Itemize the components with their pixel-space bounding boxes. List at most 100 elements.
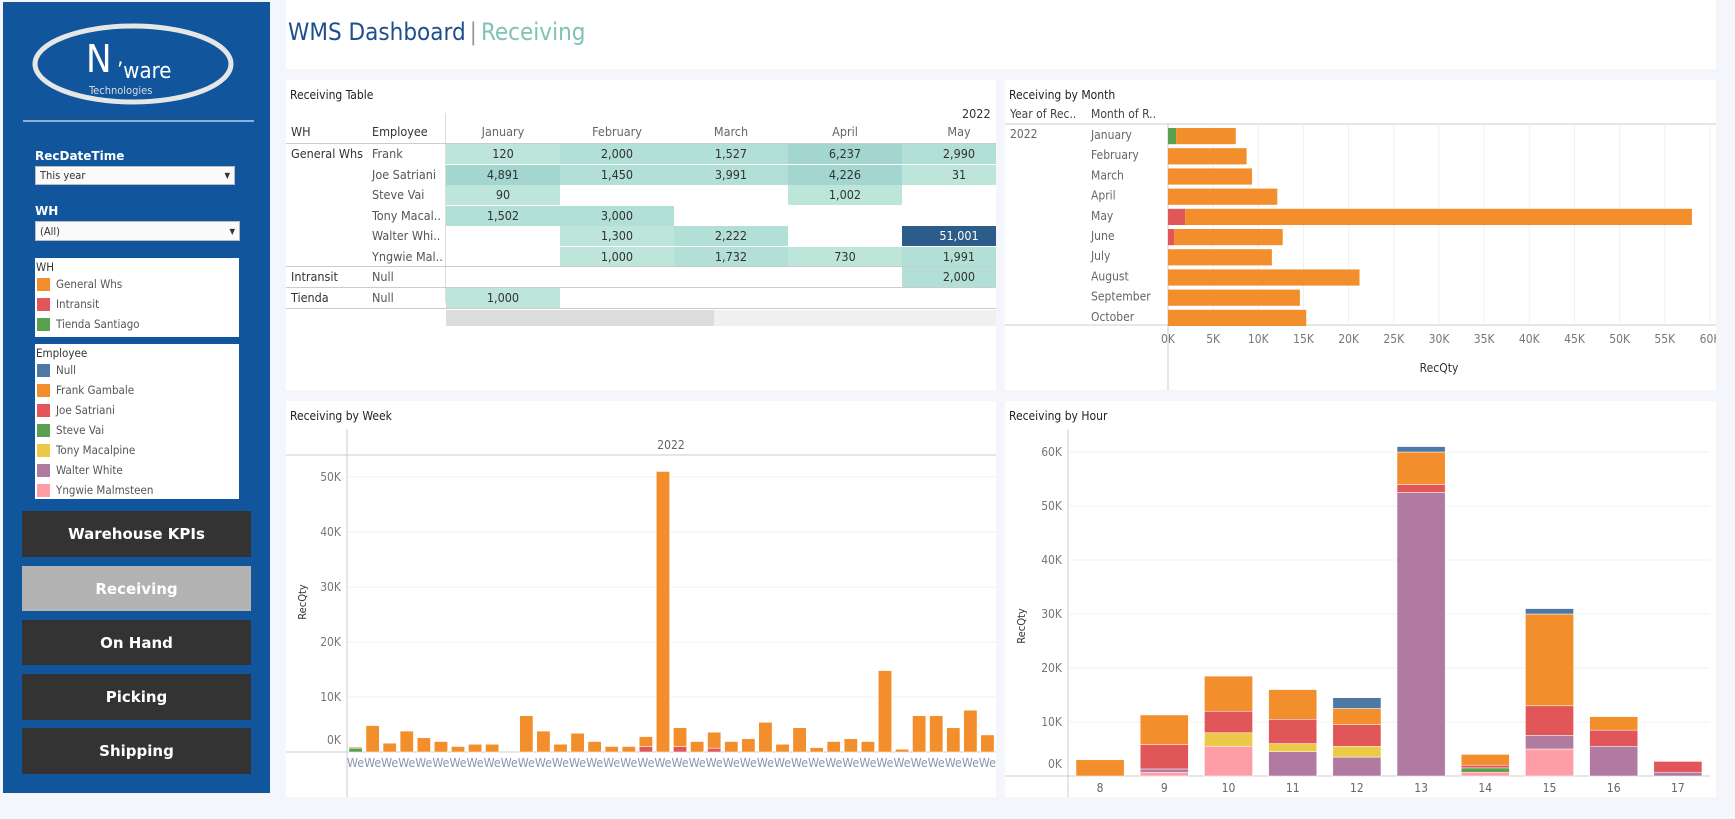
horizontal-scrollbar-thumb[interactable] [446,310,714,326]
table-cell[interactable]: 2,222 [674,226,788,246]
bar-segment[interactable] [399,730,414,753]
legend-item[interactable]: Frank Gambale [35,380,239,400]
bar-segment[interactable] [1653,771,1703,777]
bar-segment[interactable] [1268,719,1318,744]
bar-segment[interactable] [1075,759,1125,777]
table-cell[interactable]: 1,000 [560,246,674,267]
bar-segment[interactable] [1653,761,1703,773]
legend-item[interactable]: Yngwie Malmsteen [35,480,239,499]
bar-segment[interactable] [1525,735,1574,750]
legend-item[interactable]: Walter White [35,460,239,480]
bar-segment[interactable] [1396,446,1446,453]
bar-segment-october[interactable] [1168,309,1307,326]
bar-segment[interactable] [382,742,397,753]
bar-segment[interactable] [1525,613,1574,707]
bar-segment[interactable] [1589,729,1639,747]
table-cell[interactable]: 120 [446,144,560,164]
nav-button-on-hand[interactable]: On Hand [22,620,251,665]
bar-segment[interactable] [656,471,670,753]
legend-item[interactable]: General Whs [35,274,239,294]
nav-button-picking[interactable]: Picking [22,674,251,720]
bar-segment-april[interactable] [1168,188,1278,205]
table-cell[interactable]: 6,237 [788,144,902,164]
bar-segment[interactable] [1589,746,1639,777]
legend-item[interactable]: Null [35,360,239,380]
bar-segment[interactable] [1460,767,1510,773]
bar-segment[interactable] [348,747,363,753]
legend-item[interactable]: Steve Vai [35,420,239,440]
bar-segment[interactable] [1332,756,1382,777]
bar-segment[interactable] [638,746,653,753]
bar-segment[interactable] [1332,746,1382,758]
bar-segment-february[interactable] [1168,148,1247,165]
bar-segment[interactable] [1332,697,1382,709]
bar-segment[interactable] [1396,484,1446,493]
bar-segment[interactable] [1204,746,1253,777]
legend-item[interactable]: Intransit [35,294,239,314]
bar-segment-june[interactable] [1168,229,1175,246]
bar-segment[interactable] [707,731,722,749]
bar-segment-june[interactable] [1174,229,1283,246]
bar-segment[interactable] [1460,764,1510,769]
bar-segment[interactable] [468,744,483,753]
table-cell[interactable]: 730 [788,246,902,267]
bar-segment-august[interactable] [1168,269,1360,286]
bar-segment[interactable] [570,733,585,753]
wh-dropdown[interactable]: (All) ▼ [35,221,240,241]
bar-segment[interactable] [1396,492,1446,777]
bar-segment[interactable] [638,736,653,747]
nav-button-shipping[interactable]: Shipping [22,728,251,774]
bar-segment[interactable] [1204,710,1253,734]
bar-segment[interactable] [1139,714,1189,745]
table-cell[interactable]: 1,732 [674,246,788,267]
table-cell[interactable]: 1,450 [560,164,674,185]
bar-segment[interactable] [809,747,824,753]
table-cell[interactable]: 2,000 [560,144,674,164]
bar-segment[interactable] [1525,608,1574,615]
table-cell[interactable]: 3,991 [674,164,788,185]
bar-segment[interactable] [912,715,927,753]
bar-segment[interactable] [621,746,636,753]
table-cell[interactable]: 1,002 [788,185,902,205]
bar-segment[interactable] [980,734,995,753]
bar-segment[interactable] [604,746,619,753]
bar-segment[interactable] [1525,705,1574,736]
bar-segment[interactable] [451,746,465,753]
table-cell[interactable]: 1,300 [560,226,674,246]
bar-segment-march[interactable] [1168,168,1253,185]
bar-segment[interactable] [707,747,722,753]
bar-segment[interactable] [792,727,807,753]
bar-segment[interactable] [1460,771,1510,777]
legend-item[interactable]: Joe Satriani [35,400,239,420]
bar-segment[interactable] [1139,771,1189,777]
bar-segment-september[interactable] [1168,289,1300,306]
table-cell[interactable]: 1,527 [674,144,788,164]
table-cell[interactable]: 1,502 [446,205,560,226]
table-cell[interactable]: 51,001 [902,226,996,246]
recdatetime-dropdown[interactable]: This year ▼ [35,166,235,185]
bar-segment[interactable] [860,741,875,753]
bar-segment[interactable] [673,727,687,747]
bar-segment-july[interactable] [1168,249,1272,266]
bar-segment[interactable] [1204,732,1253,747]
bar-segment[interactable] [1525,748,1574,777]
table-cell[interactable]: 4,891 [446,164,560,185]
nav-button-warehouse-kpis[interactable]: Warehouse KPIs [22,511,251,557]
table-cell[interactable]: 90 [446,185,560,205]
bar-segment[interactable] [1268,689,1318,720]
bar-segment[interactable] [416,737,431,753]
bar-segment[interactable] [1460,754,1510,766]
bar-segment[interactable] [690,741,705,753]
bar-segment[interactable] [348,746,363,749]
bar-segment[interactable] [1589,716,1639,731]
bar-segment[interactable] [843,738,858,753]
bar-segment[interactable] [536,730,551,753]
bar-segment[interactable] [929,715,944,753]
bar-segment[interactable] [1139,744,1189,770]
table-cell[interactable]: 1,000 [446,287,560,308]
bar-segment[interactable] [895,749,909,753]
bar-segment[interactable] [553,744,568,753]
employee-legend[interactable]: Employee Null Frank Gambale Joe Satriani St… [35,344,239,499]
bar-segment[interactable] [758,722,773,753]
table-cell[interactable]: 3,000 [560,205,674,226]
